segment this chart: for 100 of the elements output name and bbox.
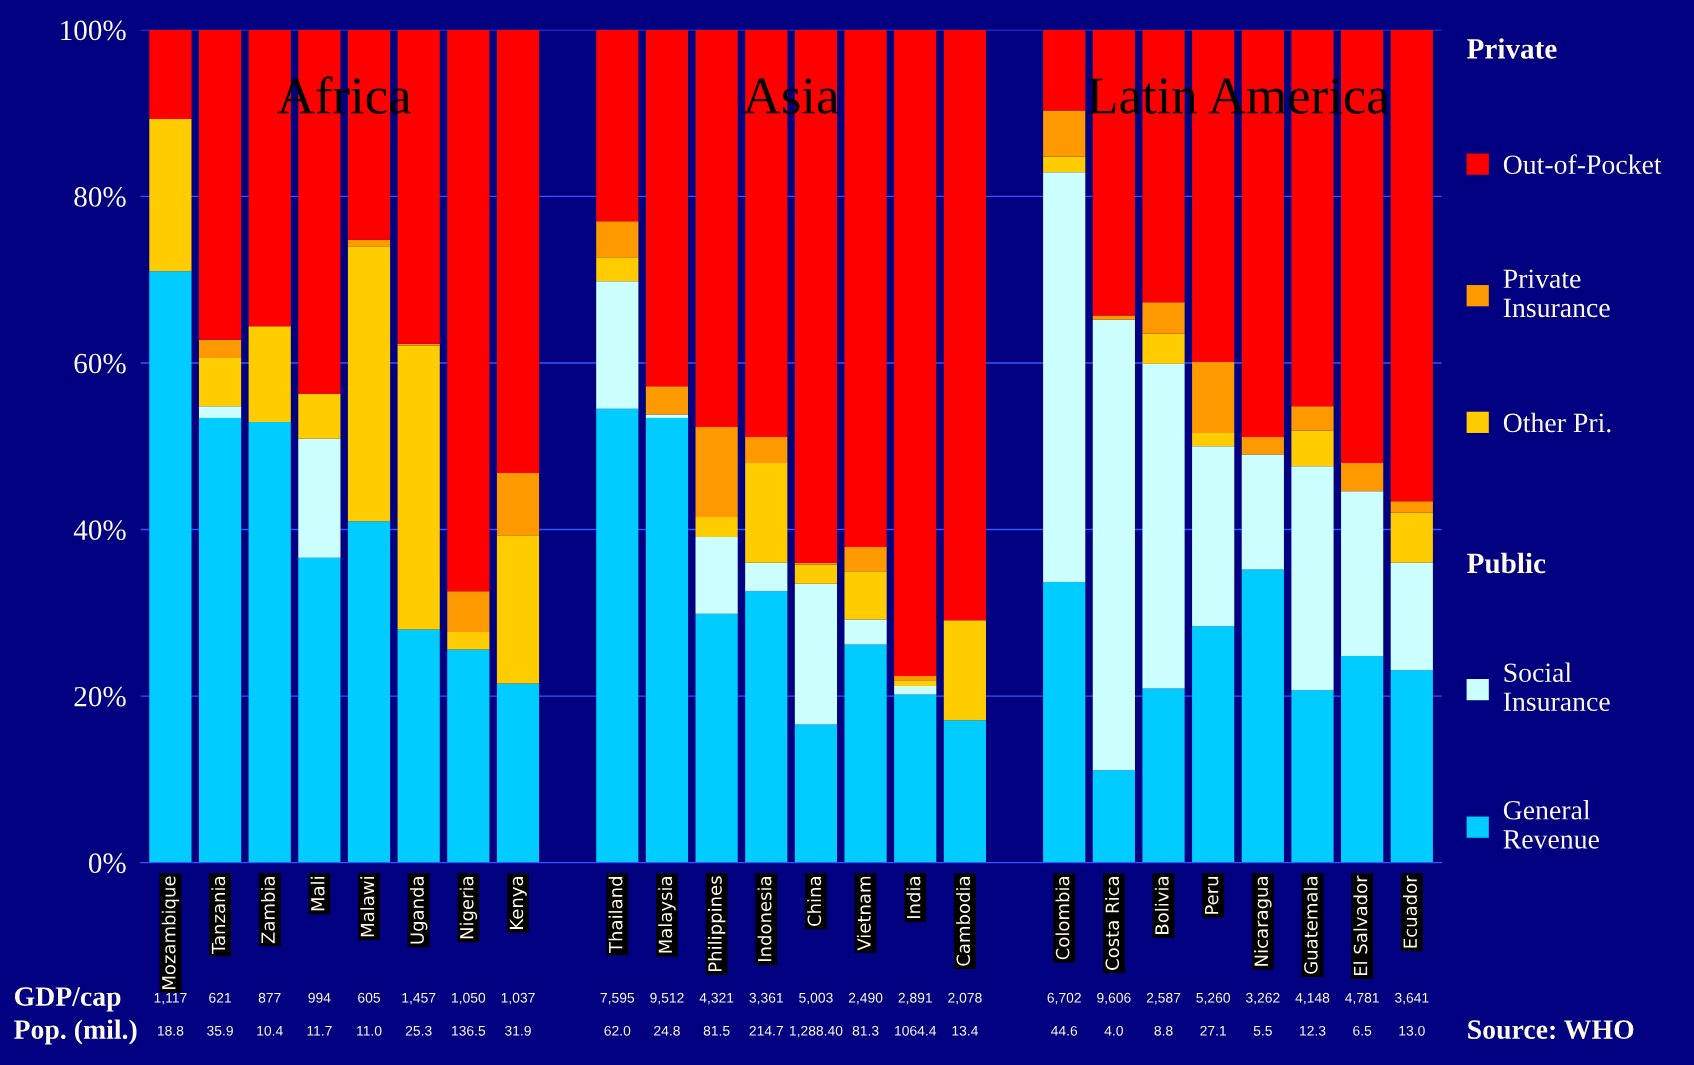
bar: [1142, 363, 1185, 689]
bar: [1092, 770, 1135, 863]
text: 1,037: [501, 992, 535, 1005]
text: 1,117: [154, 993, 187, 1005]
x-tick-label: Ecuador: [1403, 875, 1418, 948]
x-tick-label: Cambodia: [956, 877, 971, 966]
text: 3,262: [1245, 992, 1280, 1005]
x-tick-label: Bolivia: [1154, 877, 1169, 934]
bar: [397, 345, 440, 630]
bar: [1192, 626, 1235, 863]
text: 2,587: [1146, 992, 1181, 1005]
bar: [149, 29, 192, 119]
bar: [844, 29, 887, 548]
bar: [894, 694, 937, 863]
bar: [298, 393, 341, 439]
bar: [844, 571, 887, 620]
bar: [496, 535, 540, 684]
bar: [794, 724, 838, 863]
bar: [695, 517, 738, 538]
bar: [844, 547, 887, 572]
bar: [1390, 562, 1433, 671]
bar: [496, 29, 540, 473]
text: 13.0: [1399, 1025, 1425, 1036]
x-tick-label: El Salvador: [1353, 875, 1368, 976]
bar: [1390, 512, 1433, 563]
bar: [1142, 688, 1185, 863]
x-tick-label: Uganda: [409, 877, 428, 944]
x-tick-label: Zambia: [260, 877, 275, 944]
y-tick-label: 0%: [88, 853, 126, 874]
bar: [447, 631, 490, 650]
bar: [1043, 581, 1086, 863]
y-tick-label: 20%: [74, 686, 126, 707]
bar: [695, 537, 738, 614]
text: 11.7: [307, 1026, 332, 1036]
bar: [596, 257, 639, 282]
x-tick-label: Malawi: [360, 877, 375, 937]
bar: [298, 557, 341, 863]
y-tick-label: 80%: [74, 187, 126, 207]
text: 4,321: [699, 992, 734, 1005]
text: 81.5: [703, 1025, 730, 1036]
text: 12.3: [1300, 1025, 1326, 1036]
text: 5,003: [799, 992, 833, 1005]
bar: [894, 680, 937, 687]
bar: [347, 246, 391, 522]
bar: [1291, 690, 1334, 863]
x-tick-label: China: [807, 877, 822, 926]
text: Public: [1467, 552, 1546, 574]
text: 81.3: [852, 1025, 879, 1036]
x-tick-label: Nigeria: [459, 877, 478, 939]
bar: [198, 406, 242, 418]
text: 621: [209, 992, 231, 1003]
bar: [745, 462, 788, 563]
x-tick-label: Vietnam: [856, 876, 871, 951]
bar: [447, 591, 490, 632]
text: 1064.4: [895, 1025, 937, 1036]
x-tick-label: Indonesia: [757, 877, 772, 961]
x-tick-label: Colombia: [1055, 877, 1070, 960]
bar: [1390, 670, 1433, 863]
text: 2,490: [848, 992, 883, 1005]
bar: [596, 408, 639, 863]
text: 1,457: [402, 993, 436, 1005]
bar: [1291, 466, 1334, 691]
bar: [1341, 491, 1384, 657]
legend-label: Private Insurance: [1503, 269, 1610, 318]
text: 7,595: [600, 992, 635, 1005]
text: 25.3: [405, 1025, 432, 1036]
text: 44.6: [1051, 1025, 1078, 1036]
x-tick-label: Kenya: [509, 877, 527, 929]
y-tick-label: 60%: [74, 353, 126, 374]
bar: [1043, 110, 1086, 157]
bar: [943, 620, 986, 721]
bar: [943, 29, 986, 621]
y-tick-label: 100%: [61, 20, 126, 41]
bar: [1092, 315, 1135, 320]
bar: [1241, 569, 1284, 863]
text: 3,641: [1394, 992, 1429, 1005]
text: 5,260: [1196, 992, 1231, 1005]
bar: [894, 686, 937, 695]
bar: [844, 619, 887, 645]
bar: [347, 521, 391, 863]
text: 9,512: [650, 992, 684, 1005]
bar: [298, 438, 341, 558]
text: 994: [308, 992, 331, 1003]
bar: [695, 427, 738, 518]
x-tick-label: Peru: [1204, 877, 1219, 914]
bar: [1043, 172, 1086, 582]
bar: [149, 118, 192, 272]
bar: [1291, 406, 1334, 431]
bar: [1192, 432, 1235, 447]
bar: [248, 422, 291, 863]
bar: [447, 29, 490, 592]
text: 214.7: [749, 1025, 783, 1036]
bar: [1142, 302, 1185, 334]
bar: [596, 221, 639, 258]
bar: [894, 29, 937, 677]
text: 8.8: [1154, 1025, 1173, 1036]
bar: [645, 29, 689, 387]
text: 877: [258, 992, 281, 1003]
bar: [695, 613, 738, 863]
x-tick-label: Thailand: [608, 877, 623, 954]
